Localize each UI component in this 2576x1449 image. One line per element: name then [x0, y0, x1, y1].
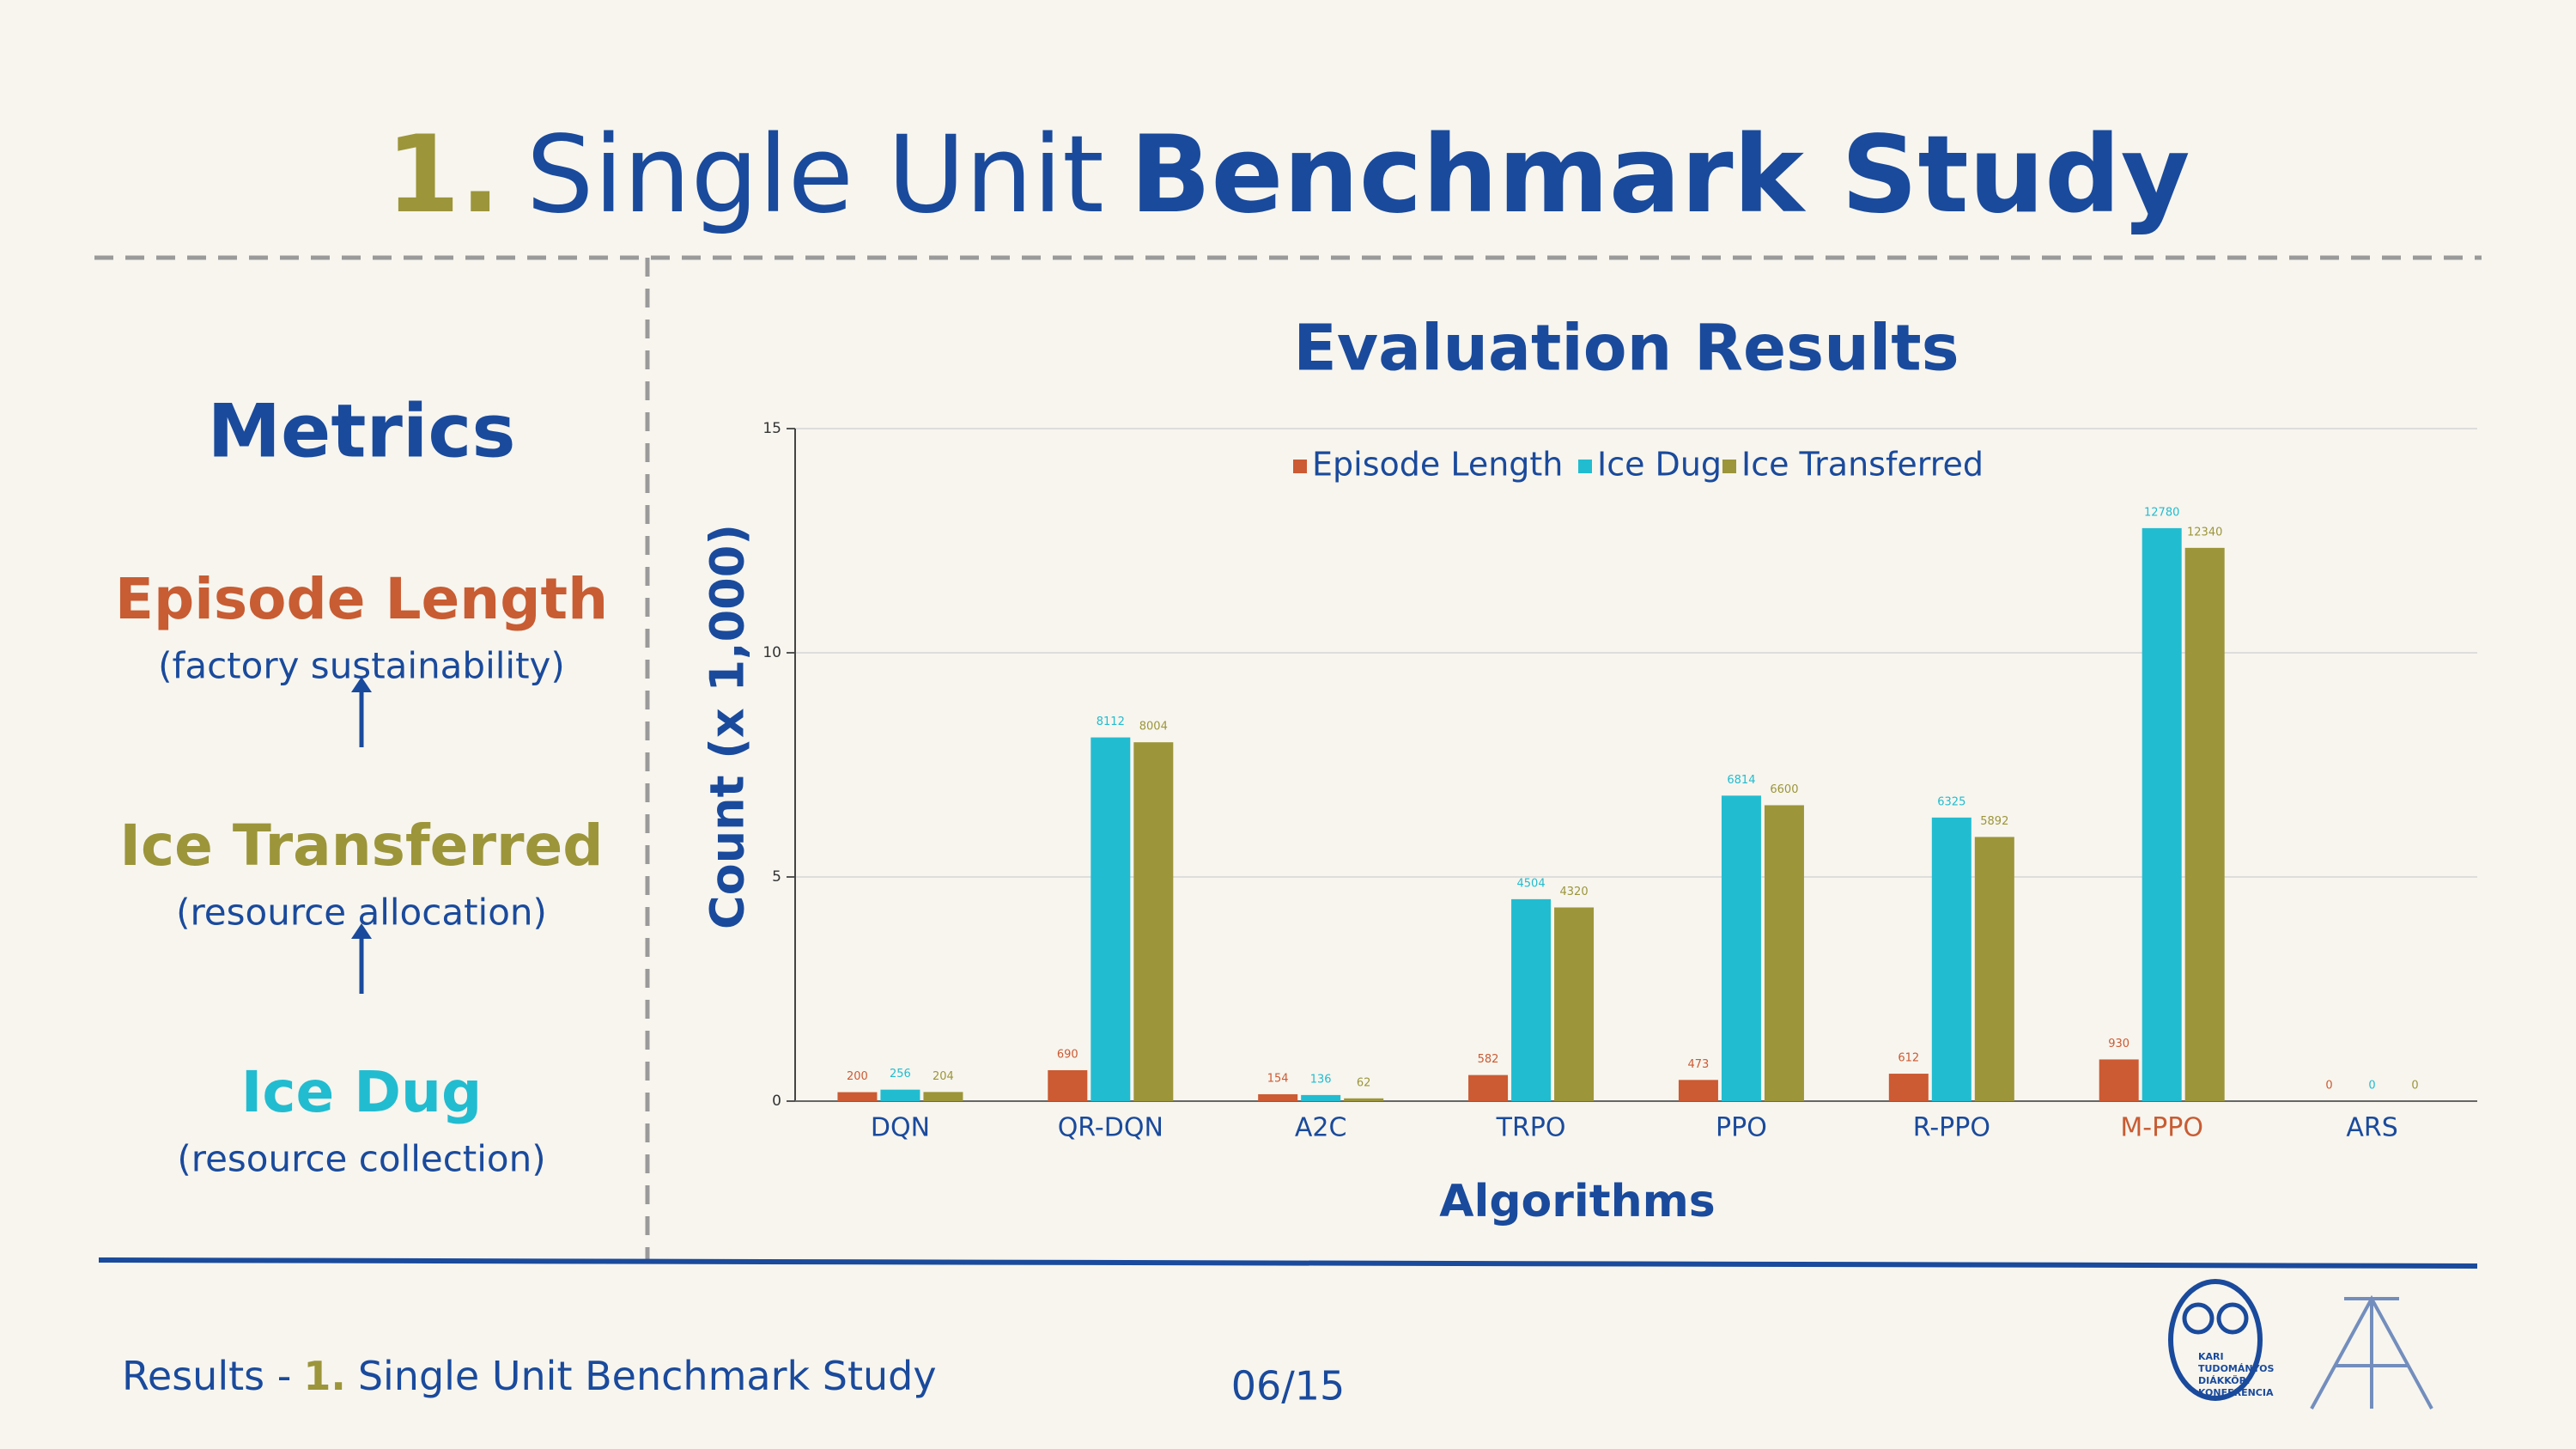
- bar: [1258, 1093, 1298, 1101]
- data-label: 690: [1057, 1048, 1078, 1061]
- metric-label: Ice Dug: [241, 1059, 482, 1125]
- metric-label: Episode Length: [115, 566, 608, 632]
- data-label: 154: [1267, 1072, 1289, 1085]
- footer-title: Single Unit Benchmark Study: [358, 1353, 937, 1399]
- arrow-head: [351, 677, 372, 692]
- legend-swatch: [1293, 460, 1307, 473]
- data-label: 6600: [1770, 783, 1798, 796]
- bar: [1048, 1069, 1088, 1101]
- x-tick-label: M-PPO: [2120, 1113, 2203, 1143]
- data-label: 62: [1357, 1076, 1371, 1089]
- data-label: 8112: [1097, 715, 1125, 728]
- data-label: 204: [933, 1070, 954, 1083]
- data-label: 6325: [1937, 795, 1965, 808]
- metric-label: Ice Transferred: [119, 813, 603, 879]
- data-label: 930: [2108, 1038, 2129, 1050]
- bar: [1511, 898, 1552, 1101]
- x-tick-label: A2C: [1295, 1113, 1347, 1143]
- bar: [1974, 837, 2014, 1101]
- legend-swatch: [1578, 460, 1592, 473]
- legend-label: Ice Transferred: [1741, 446, 1984, 484]
- data-label: 0: [2411, 1080, 2418, 1093]
- x-tick-label: ARS: [2346, 1113, 2397, 1143]
- x-axis-label: Algorithms: [1439, 1176, 1716, 1227]
- legend-swatch: [1722, 460, 1736, 473]
- x-tick-label: PPO: [1716, 1113, 1767, 1143]
- logo-label: KONFERENCIA: [2198, 1387, 2274, 1398]
- bar: [1091, 737, 1131, 1101]
- x-tick-label: R-PPO: [1913, 1113, 1990, 1143]
- bar: [1554, 907, 1595, 1101]
- data-label: 4504: [1517, 877, 1546, 890]
- logo-shape: [2216, 1302, 2249, 1335]
- bar: [837, 1092, 878, 1101]
- y-tick-label: 5: [772, 868, 781, 886]
- y-axis-label: Count (x 1,000): [701, 524, 755, 929]
- data-label: 612: [1898, 1052, 1919, 1065]
- bar: [2142, 527, 2182, 1101]
- bar: [1344, 1098, 1384, 1101]
- bar: [923, 1092, 963, 1101]
- footer-number: 1.: [303, 1353, 345, 1399]
- metrics-heading: Metrics: [207, 388, 515, 474]
- divider: [98, 1257, 2478, 1269]
- x-tick-label: QR-DQN: [1058, 1113, 1163, 1143]
- chart-title: Evaluation Results: [1293, 312, 1959, 386]
- data-label: 12340: [2187, 526, 2222, 539]
- bar: [1678, 1080, 1718, 1101]
- logo-shape: [2168, 1279, 2263, 1401]
- bar: [1468, 1075, 1509, 1101]
- bar: [1931, 817, 1971, 1101]
- title-bold: Benchmark Study: [1130, 113, 2190, 237]
- bar: [1721, 795, 1761, 1101]
- logo-shape: [2182, 1302, 2215, 1335]
- data-label: 12780: [2144, 506, 2179, 519]
- title-regular: Single Unit: [526, 113, 1104, 237]
- data-label: 200: [847, 1070, 868, 1083]
- title-number: 1.: [386, 113, 500, 237]
- data-label: 4320: [1560, 886, 1589, 898]
- legend-label: Ice Dug: [1597, 446, 1722, 484]
- data-label: 5892: [1980, 815, 2008, 828]
- metrics-list: Episode Length(factory sustainability)Ic…: [115, 566, 608, 1179]
- bar: [880, 1089, 920, 1101]
- bar: [2099, 1059, 2139, 1101]
- footer-text: Results - 1. Single Unit Benchmark Study: [122, 1353, 937, 1399]
- arrow-head: [351, 923, 372, 939]
- y-tick-label: 10: [762, 644, 781, 661]
- bar: [1133, 742, 1174, 1101]
- data-label: 0: [2325, 1080, 2332, 1093]
- logo-shape: [2310, 1294, 2433, 1409]
- slide-title: 1. Single Unit Benchmark Study: [386, 113, 2190, 237]
- bar: [1764, 805, 1804, 1101]
- metric-note: (resource collection): [177, 1138, 545, 1180]
- footer-section: Results -: [122, 1353, 291, 1399]
- page-number: 06/15: [1231, 1363, 1346, 1409]
- data-label: 136: [1310, 1073, 1332, 1086]
- x-tick-label: TRPO: [1496, 1113, 1566, 1143]
- data-label: 473: [1688, 1058, 1710, 1071]
- logo-label: DIÁKKÖRI: [2198, 1374, 2250, 1386]
- data-label: 6814: [1727, 774, 1755, 787]
- bar: [1301, 1094, 1341, 1101]
- data-label: 256: [890, 1068, 911, 1081]
- x-tick-label: DQN: [871, 1113, 930, 1143]
- data-label: 8004: [1139, 721, 1168, 734]
- logo-label: TUDOMÁNYOS: [2198, 1363, 2275, 1374]
- legend-label: Episode Length: [1312, 446, 1563, 484]
- chart: Evaluation Results Count (x 1,000) Algorit…: [701, 312, 2477, 1227]
- logo-label: KARI: [2198, 1351, 2224, 1362]
- bar: [2184, 547, 2225, 1101]
- y-tick-label: 0: [772, 1093, 781, 1110]
- data-label: 0: [2368, 1080, 2375, 1093]
- ai-logo: [2310, 1294, 2433, 1409]
- bar: [1888, 1074, 1929, 1101]
- y-tick-label: 15: [762, 420, 781, 437]
- data-label: 582: [1478, 1053, 1499, 1066]
